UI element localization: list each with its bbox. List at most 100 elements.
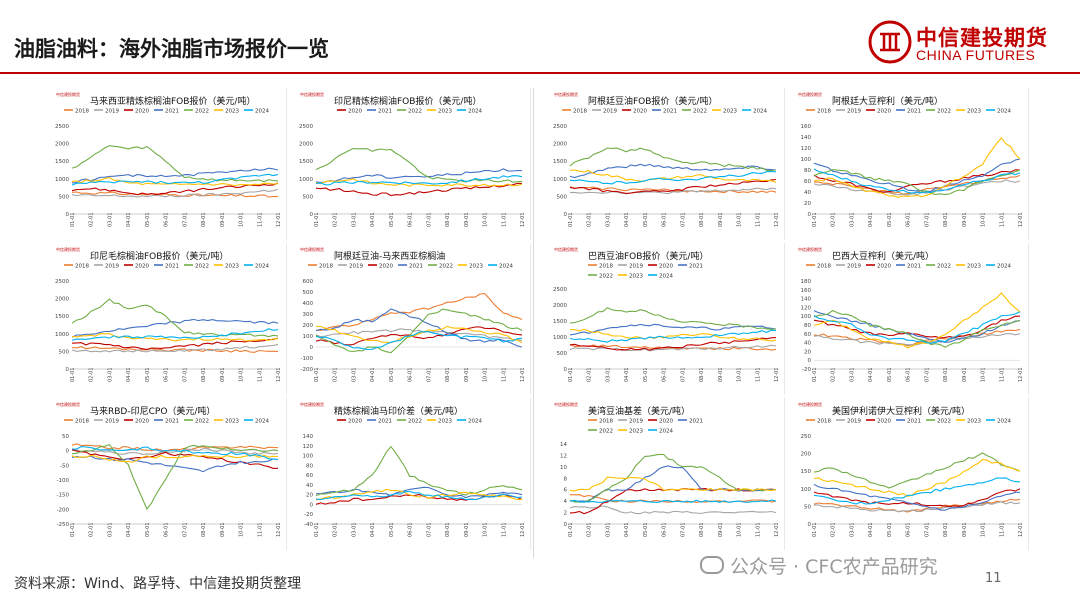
- legend-item-2018: 2018: [64, 264, 89, 270]
- y-tick-label: 0: [66, 212, 70, 218]
- svg-text:2019: 2019: [847, 264, 861, 270]
- legend-item-2024: 2024: [648, 429, 673, 435]
- svg-text:2021: 2021: [165, 264, 179, 270]
- y-tick-label: 600: [303, 279, 314, 285]
- x-tick-label: 09-01: [718, 212, 724, 227]
- svg-text:2023: 2023: [967, 264, 981, 270]
- series-line-2022: [315, 147, 523, 183]
- x-tick-label: 08-01: [699, 522, 705, 537]
- svg-text:2023: 2023: [723, 109, 737, 115]
- x-tick-label: 10-01: [737, 367, 743, 382]
- y-tick-label: 80: [804, 168, 811, 174]
- series-line-2022: [71, 145, 279, 183]
- x-tick-label: 05-01: [145, 522, 151, 537]
- legend-item-2021: 2021: [154, 109, 179, 115]
- legend-item-2018: 2018: [588, 419, 613, 425]
- svg-text:2020: 2020: [877, 109, 891, 115]
- x-tick-label: 06-01: [906, 522, 912, 537]
- series-line-2019: [71, 448, 279, 455]
- series-line-2024: [315, 490, 523, 501]
- legend-item-2019: 2019: [94, 109, 119, 115]
- x-tick-label: 08-01: [445, 212, 451, 227]
- y-tick-label: 0: [66, 449, 70, 455]
- y-tick-label: -20: [304, 512, 313, 518]
- svg-text:2018: 2018: [573, 109, 587, 115]
- chart-svg: 2018 2019 2020 2021 2022 2023 2024 -250 -200 -150…: [57, 419, 282, 538]
- x-tick-label: 06-01: [408, 367, 414, 382]
- y-tick-label: 0: [66, 367, 70, 373]
- series-line-2024: [315, 331, 523, 351]
- chart-svg: 2018 2019 2020 2021 2022 2023 2024 0 500 1000 1500…: [55, 264, 282, 383]
- x-tick-label: 09-01: [220, 212, 226, 227]
- x-tick-label: 11-01: [755, 212, 761, 227]
- x-tick-label: 03-01: [107, 522, 113, 537]
- y-tick-label: 2000: [299, 142, 313, 148]
- logo-cn-text: 中信建投期货: [916, 26, 1048, 50]
- series-line-2019: [569, 187, 777, 195]
- y-tick-label: 1500: [553, 319, 567, 325]
- svg-text:2020: 2020: [633, 109, 647, 115]
- svg-text:2021: 2021: [907, 419, 921, 425]
- x-tick-label: 11-01: [999, 367, 1005, 382]
- series-line-2024: [813, 477, 1021, 505]
- y-tick-label: 14: [560, 442, 567, 448]
- series-line-2021: [71, 318, 279, 338]
- svg-text:2023: 2023: [225, 264, 239, 270]
- x-tick-label: 04-01: [126, 367, 132, 382]
- series-line-2018: [315, 292, 523, 332]
- y-tick-label: 1000: [55, 332, 69, 338]
- x-tick-label: 09-01: [718, 522, 724, 537]
- svg-text:2020: 2020: [135, 419, 149, 425]
- legend-item-2023: 2023: [618, 429, 643, 435]
- svg-text:2022: 2022: [599, 429, 613, 435]
- series-line-2022: [569, 147, 777, 172]
- svg-text:2020: 2020: [659, 419, 673, 425]
- x-tick-label: 10-01: [483, 522, 489, 537]
- y-tick-label: 0: [564, 367, 568, 373]
- legend-item-2023: 2023: [956, 264, 981, 270]
- y-tick-label: 80: [804, 323, 811, 329]
- legend-item-2020: 2020: [337, 109, 362, 115]
- y-tick-label: 60: [804, 332, 811, 338]
- chart-panel-c11: 中信建投期货 美湾豆油基差（美元/吨） 2018 2019 2020 2021 2022 20…: [548, 398, 785, 550]
- series-line-2024: [71, 173, 279, 186]
- svg-text:2023: 2023: [967, 419, 981, 425]
- y-tick-label: 50: [804, 504, 811, 510]
- legend-item-2023: 2023: [427, 109, 452, 115]
- x-tick-label: 08-01: [699, 212, 705, 227]
- legend-item-2022: 2022: [397, 109, 422, 115]
- legend-item-2024: 2024: [986, 264, 1011, 270]
- x-tick-label: 09-01: [962, 212, 968, 227]
- svg-text:2018: 2018: [319, 264, 333, 270]
- svg-text:2022: 2022: [195, 109, 209, 115]
- y-tick-label: 100: [303, 454, 314, 460]
- y-tick-label: 2500: [553, 287, 567, 293]
- svg-text:2024: 2024: [499, 264, 513, 270]
- y-tick-label: 100: [303, 334, 314, 340]
- x-tick-label: 02-01: [333, 522, 339, 537]
- y-tick-label: 60: [306, 473, 313, 479]
- y-tick-label: -150: [57, 493, 70, 499]
- legend-item-2018: 2018: [64, 419, 89, 425]
- legend-item-2018: 2018: [308, 264, 333, 270]
- x-tick-label: 12-01: [774, 367, 780, 382]
- chart-title: 阿根廷豆油-马来西亚棕榈油: [334, 252, 446, 262]
- y-tick-label: 50: [62, 434, 69, 440]
- x-tick-label: 12-01: [520, 212, 526, 227]
- y-tick-label: 2500: [55, 279, 69, 285]
- legend-item-2022: 2022: [926, 264, 951, 270]
- svg-text:2023: 2023: [438, 419, 452, 425]
- legend-item-2020: 2020: [124, 109, 149, 115]
- legend-item-2018: 2018: [806, 109, 831, 115]
- y-tick-label: 20: [804, 201, 811, 207]
- legend-item-2024: 2024: [244, 419, 269, 425]
- y-tick-label: 2500: [299, 124, 313, 130]
- x-tick-label: 12-01: [774, 522, 780, 537]
- svg-text:2020: 2020: [659, 264, 673, 270]
- x-tick-label: 05-01: [389, 212, 395, 227]
- x-tick-label: 04-01: [126, 212, 132, 227]
- svg-text:2022: 2022: [195, 419, 209, 425]
- company-logo: 中信建投期货 CHINA FUTURES: [868, 20, 1068, 70]
- y-tick-label: 1000: [553, 335, 567, 341]
- x-tick-label: 01-01: [70, 212, 76, 227]
